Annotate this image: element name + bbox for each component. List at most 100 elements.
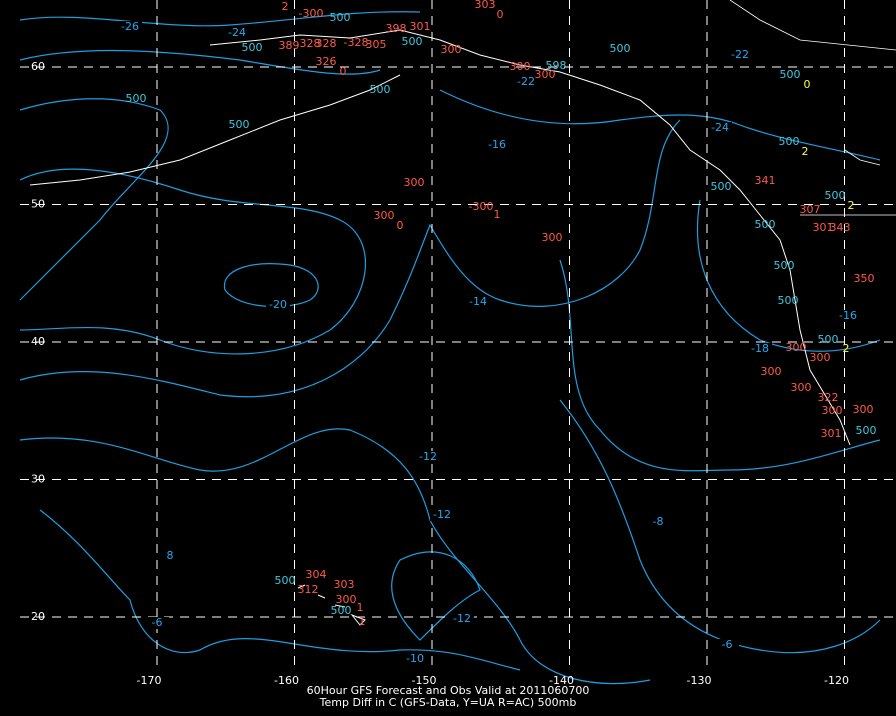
label-bg: [266, 299, 290, 311]
contour-label: -18: [751, 342, 769, 355]
station-label: 2: [282, 0, 289, 13]
contour-label: -6: [152, 616, 163, 629]
contour-label: -22: [517, 75, 535, 88]
contour-line: [19, 11, 421, 27]
station-label: 0: [497, 8, 504, 21]
station-label: 303: [334, 578, 355, 591]
station-label: 301: [813, 221, 834, 234]
contour-label: -14: [469, 295, 487, 308]
label-bg: [430, 509, 454, 521]
contour-line: [19, 49, 381, 75]
station-label: 598: [546, 59, 567, 72]
contour-label: -22: [731, 48, 749, 61]
station-label: 2: [848, 199, 855, 212]
aleutians: [29, 74, 401, 186]
station-label: 500: [711, 180, 732, 193]
label-bg: [416, 451, 440, 463]
contour-label: -6: [722, 638, 733, 651]
station-label: 1: [359, 615, 366, 628]
contour-line: [39, 509, 521, 671]
title-line: Temp Diff in C (GFS-Data, Y=UA R=AC) 500…: [319, 696, 577, 709]
station-label: 500: [774, 259, 795, 272]
contour-line: [559, 259, 881, 472]
coastlines: [29, 0, 896, 626]
station-label: 500: [275, 574, 296, 587]
station-label: 307: [800, 203, 821, 216]
station-label: -300: [299, 7, 324, 20]
contour-label: -12: [433, 508, 451, 521]
station-label: 0: [397, 219, 404, 232]
label-bg: [646, 516, 670, 528]
label-bg: [403, 653, 427, 665]
station-label: 300: [761, 365, 782, 378]
station-label: 328: [316, 37, 337, 50]
station-label: 304: [306, 568, 327, 581]
station-label: 341: [755, 174, 776, 187]
alaska-coast: [209, 29, 851, 446]
station-label: 326: [316, 55, 337, 68]
lon-label: -120: [824, 674, 849, 687]
station-label: 0: [340, 65, 347, 78]
border: [729, 0, 896, 216]
station-label: 322: [818, 391, 839, 404]
station-label: 328: [300, 37, 321, 50]
contour-line: [391, 551, 481, 641]
station-label: 301: [821, 427, 842, 440]
station-label: 500: [778, 294, 799, 307]
label-bg: [158, 550, 182, 562]
station-label: 500: [780, 68, 801, 81]
contour-label: -24: [228, 26, 246, 39]
station-label: 500: [126, 92, 147, 105]
label-bg: [118, 21, 142, 33]
contour-label: -8: [653, 515, 664, 528]
label-bg: [450, 613, 474, 625]
contour-label: 8: [167, 549, 174, 562]
hawaii: [297, 584, 366, 626]
lat-label: 40: [31, 335, 45, 348]
contours: [19, 11, 881, 685]
station-label: 500: [755, 218, 776, 231]
lon-label: -140: [549, 674, 574, 687]
station-label: 300: [374, 209, 395, 222]
station-label: 300: [535, 68, 556, 81]
station-label: 312: [298, 583, 319, 596]
station-label: -300: [469, 200, 494, 213]
lat-label: 50: [31, 198, 45, 211]
station-label: 300: [853, 403, 874, 416]
label-bg: [748, 343, 772, 355]
station-label: 500: [370, 83, 391, 96]
station-label: 500: [402, 35, 423, 48]
station-label: 350: [854, 272, 875, 285]
lon-label: -130: [687, 674, 712, 687]
lon-label: -160: [274, 674, 299, 687]
station-label: 500: [330, 11, 351, 24]
station-label: 1: [494, 208, 501, 221]
contour-line: [696, 199, 881, 352]
contour-line: [19, 98, 169, 301]
station-label: 500: [856, 424, 877, 437]
station-label: 389: [279, 39, 300, 52]
contour-label: -12: [453, 612, 471, 625]
station-label: 500: [779, 135, 800, 148]
label-bg: [514, 76, 538, 88]
station-label: 300: [542, 231, 563, 244]
station-label: 300: [786, 341, 807, 354]
station-label: 500: [242, 41, 263, 54]
label-bg: [715, 639, 739, 651]
station-label: 1: [357, 601, 364, 614]
label-bg: [708, 122, 732, 134]
contour-line: [19, 428, 651, 685]
contour-line: [19, 168, 366, 355]
station-label: 500: [610, 42, 631, 55]
contour-label: -24: [711, 121, 729, 134]
label-bg: [145, 617, 169, 629]
lat-label: 20: [31, 610, 45, 623]
contour-line: [439, 89, 881, 161]
contour-label: -16: [488, 138, 506, 151]
station-label: 343: [830, 221, 851, 234]
contour-line: [559, 399, 881, 654]
station-label: 300: [791, 381, 812, 394]
station-label: 300: [441, 43, 462, 56]
